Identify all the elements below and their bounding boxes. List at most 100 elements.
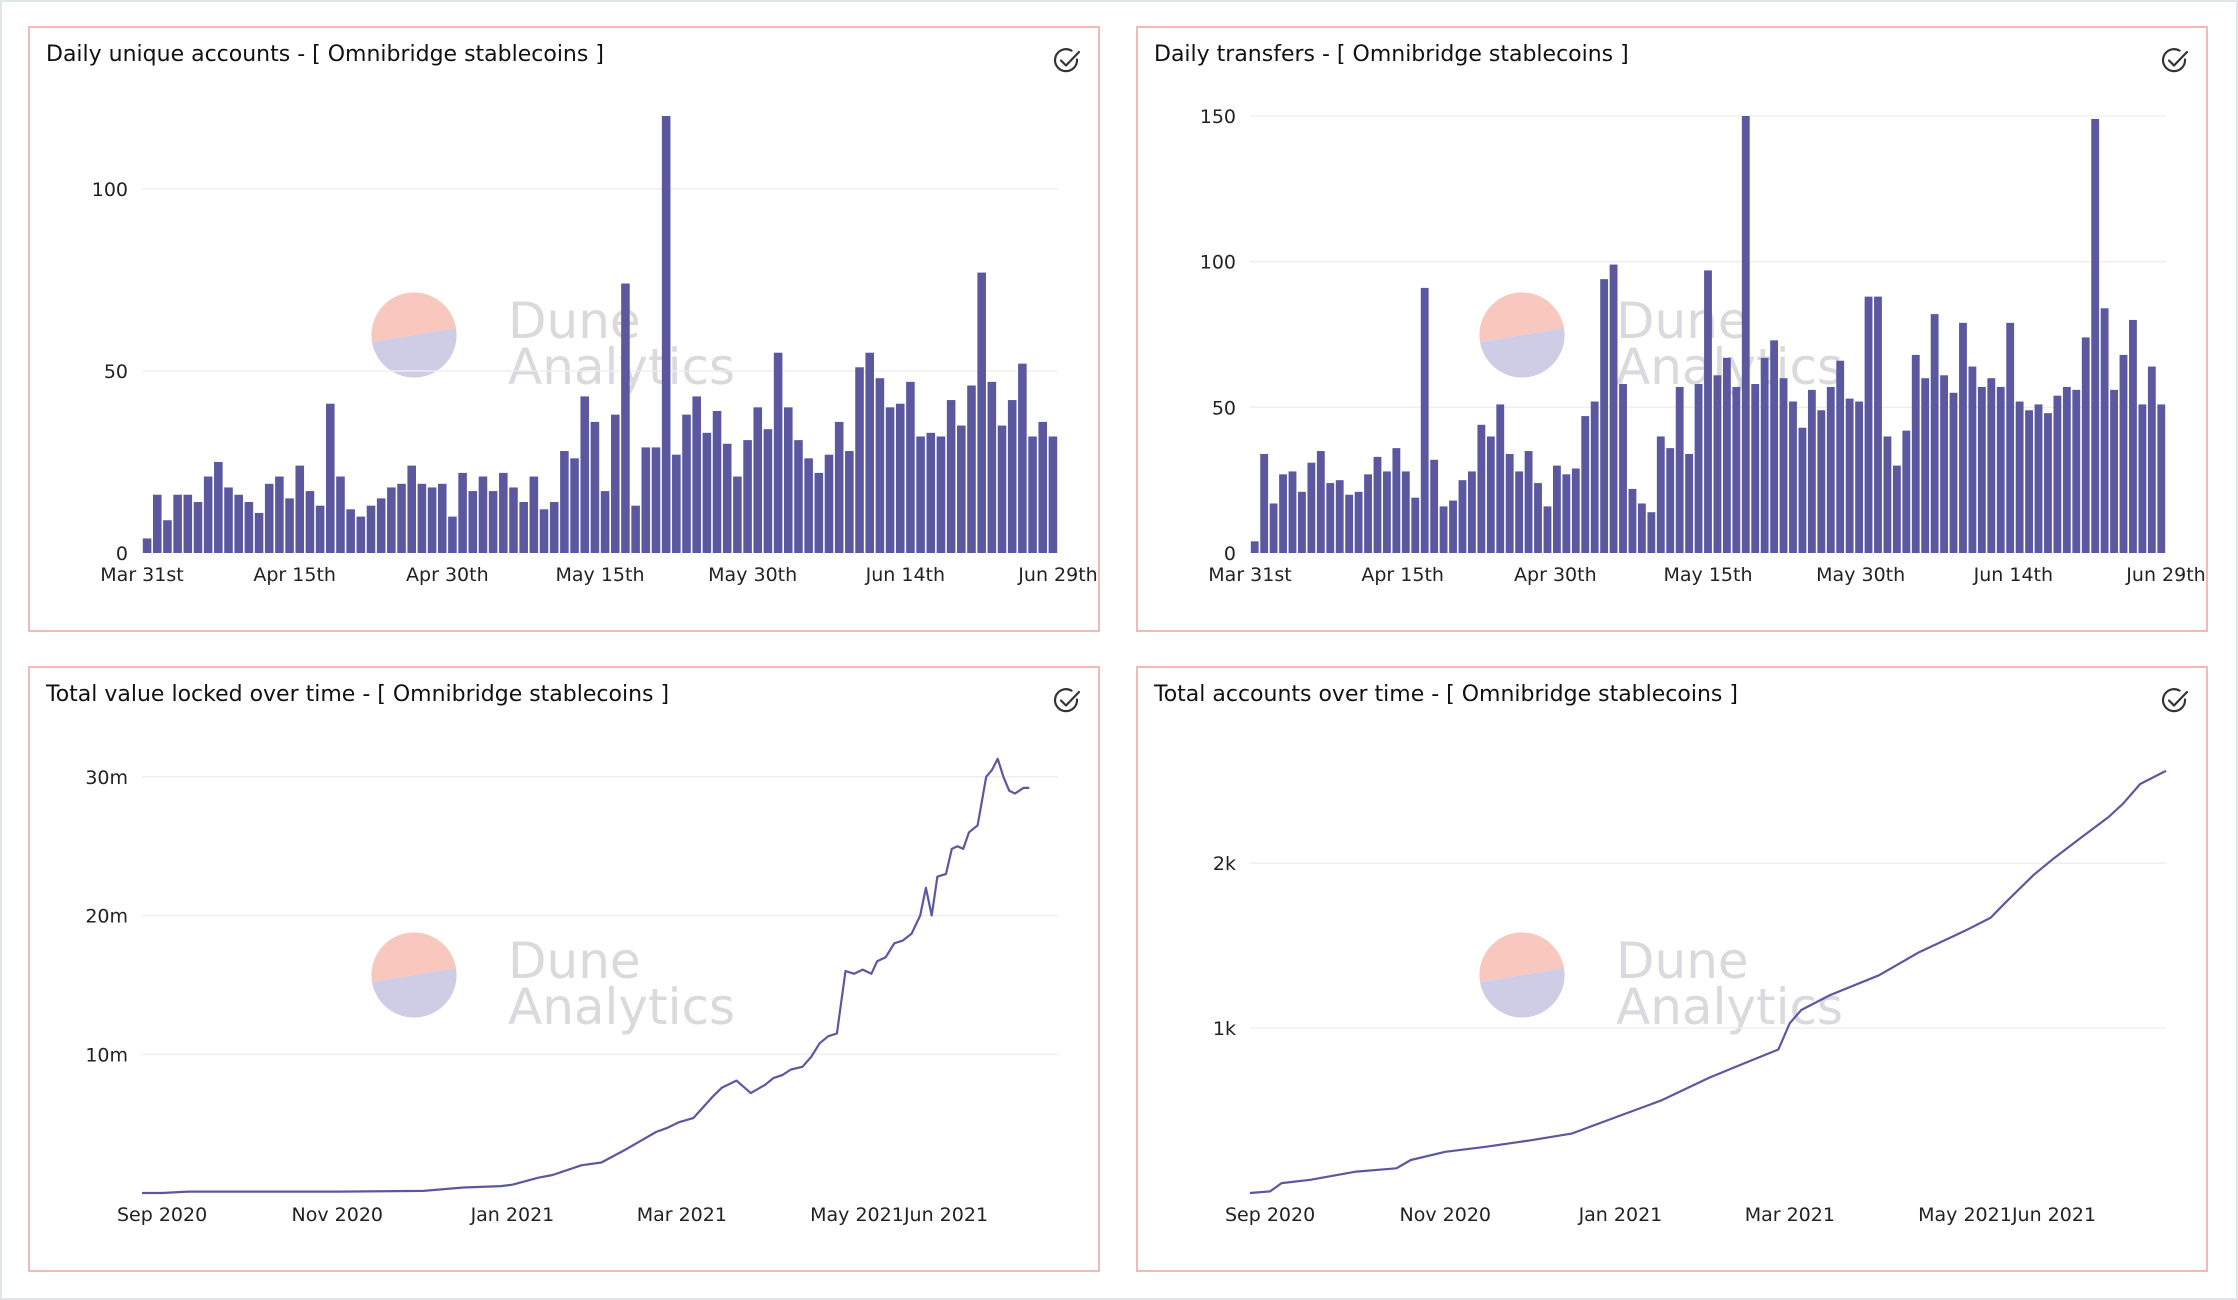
check-circle-icon[interactable]	[1052, 46, 1082, 76]
chart-panel-total-value-locked: Total value locked over time - [ Omnibri…	[28, 666, 1100, 1272]
x-tick-label: Apr 30th	[406, 564, 489, 586]
y-tick-label: 100	[1200, 252, 1236, 274]
bar	[1600, 279, 1609, 553]
chart-title: Total accounts over time - [ Omnibridge …	[1154, 682, 1738, 707]
bar	[845, 451, 854, 553]
bar	[875, 378, 885, 553]
check-circle-icon[interactable]	[1052, 686, 1082, 716]
bar	[1940, 375, 1949, 553]
bar	[1562, 474, 1571, 553]
bar	[2119, 354, 2128, 553]
bar	[916, 436, 925, 553]
watermark-logo-bottom	[1480, 328, 1565, 378]
bar	[2138, 404, 2147, 553]
x-tick-label: Apr 30th	[1514, 564, 1597, 586]
bar	[967, 385, 976, 553]
bar	[580, 396, 590, 553]
bar	[1373, 456, 1382, 553]
x-tick-label: Mar 2021	[1745, 1204, 1835, 1226]
x-tick-label: Jun 2021	[2011, 1204, 2096, 1226]
bar	[1789, 401, 1797, 553]
bar	[1770, 340, 1779, 553]
bar	[1326, 483, 1335, 553]
bar	[1675, 386, 1684, 553]
bar	[2025, 410, 2033, 553]
bar	[814, 472, 824, 553]
x-tick-label: Jun 29th	[2125, 564, 2205, 586]
bar	[244, 502, 254, 553]
bar	[1826, 386, 1835, 553]
bar	[295, 465, 305, 553]
bar	[2044, 413, 2052, 553]
bar	[203, 476, 213, 553]
bar	[600, 491, 610, 553]
bar	[957, 425, 966, 553]
bar	[2147, 366, 2156, 553]
bar	[1921, 378, 1930, 553]
bar	[1836, 360, 1845, 553]
bar	[1845, 398, 1854, 553]
bar	[1298, 491, 1306, 553]
bar	[2157, 404, 2166, 553]
bar	[1552, 465, 1561, 553]
bar	[1420, 287, 1429, 553]
watermark-logo-bottom	[372, 968, 457, 1018]
y-tick-label: 50	[1212, 397, 1236, 419]
bar	[1656, 436, 1665, 553]
bar	[936, 436, 946, 553]
bar	[895, 403, 905, 553]
bar	[926, 432, 936, 553]
y-tick-label: 0	[116, 543, 128, 565]
bar	[366, 505, 376, 553]
chart-title: Daily unique accounts - [ Omnibridge sta…	[46, 42, 604, 67]
check-circle-icon[interactable]	[2160, 686, 2190, 716]
bar	[264, 483, 274, 553]
bar	[651, 447, 661, 553]
bar	[2034, 404, 2043, 553]
x-tick-label: Apr 15th	[1361, 564, 1444, 586]
bar	[784, 407, 793, 553]
bar	[173, 494, 182, 553]
bar	[2129, 319, 2137, 553]
chart-panel-daily-unique-accounts: Daily unique accounts - [ Omnibridge sta…	[28, 26, 1100, 632]
watermark-logo-top	[1479, 292, 1564, 342]
chart-panel-daily-transfers: Daily transfers - [ Omnibridge stablecoi…	[1136, 26, 2208, 632]
bar	[1760, 357, 1769, 553]
y-tick-label: 10m	[85, 1044, 128, 1066]
series-line	[142, 757, 1030, 1195]
bar	[407, 465, 416, 553]
x-tick-label: Jun 14th	[1973, 564, 2053, 586]
x-tick-label: Mar 31st	[100, 564, 183, 586]
bar	[804, 458, 813, 553]
bar	[1996, 386, 2005, 553]
bar	[1732, 386, 1741, 553]
y-tick-label: 150	[1200, 106, 1236, 128]
bar	[1911, 354, 1920, 553]
bar	[1392, 448, 1401, 553]
bar	[1515, 471, 1524, 553]
bar	[794, 440, 803, 553]
bar	[1524, 451, 1533, 553]
bar	[1288, 471, 1297, 553]
bar	[712, 410, 722, 553]
bar	[1619, 384, 1627, 553]
bar	[346, 509, 355, 553]
bar	[1307, 462, 1316, 553]
bar	[1902, 430, 1911, 553]
bar	[1864, 296, 1873, 553]
bar	[499, 472, 508, 553]
bar	[468, 491, 478, 553]
bar	[1250, 541, 1259, 553]
bar	[163, 520, 172, 553]
bar	[2081, 337, 2090, 553]
bar	[1018, 363, 1027, 553]
bar	[1335, 480, 1344, 553]
bar	[193, 502, 203, 553]
check-circle-icon[interactable]	[2160, 46, 2190, 76]
bar	[2072, 389, 2081, 553]
x-tick-label: Jan 2021	[470, 1204, 555, 1226]
watermark-logo-bottom	[372, 328, 457, 378]
